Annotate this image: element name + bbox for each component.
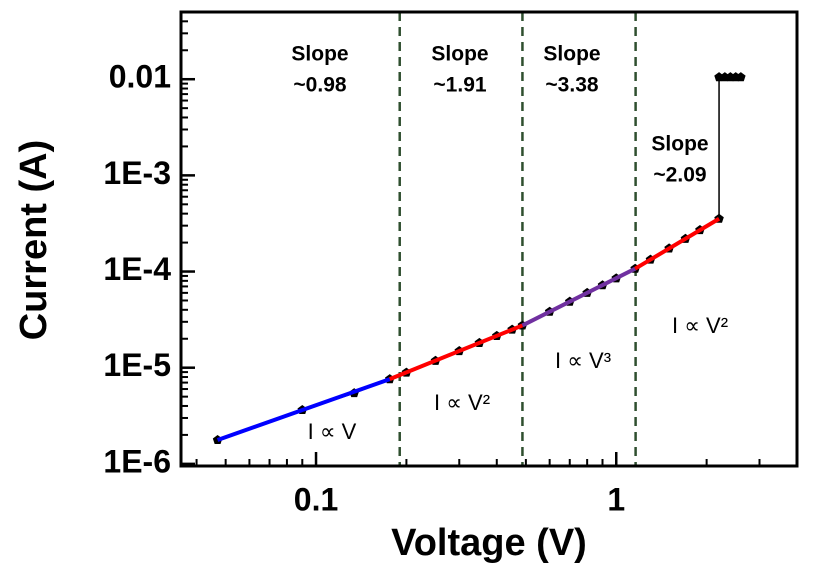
fit-line [521,266,637,328]
slope-label: ~3.38 [545,74,598,97]
y-tick-label: 1E-6 [103,443,171,479]
slope-label: ~0.98 [293,74,346,97]
plot-frame [179,10,799,468]
region-label: I ∝ V² [672,313,728,338]
slope-label: Slope [291,43,348,66]
region-label: I ∝ V² [434,390,490,415]
y-tick-label: 1E-3 [103,155,171,191]
data-point [736,72,746,82]
y-tick-label: 1E-5 [103,347,171,383]
x-tick-label: 0.1 [294,481,338,517]
slope-label: Slope [543,43,600,66]
slope-label: ~2.09 [653,164,706,187]
x-tick-label: 1 [607,481,625,517]
y-tick-label: 1E-4 [103,251,171,287]
fit-line [216,377,391,442]
fit-line [634,217,721,271]
slope-label: Slope [431,43,488,66]
y-axis-title: Current (A) [13,140,55,341]
slope-label: ~1.91 [433,74,486,97]
region-label: I ∝ V³ [555,348,611,373]
y-tick-label: 0.01 [109,59,171,95]
slope-label: Slope [651,133,708,156]
x-axis-title: Voltage (V) [391,522,587,564]
region-label: I ∝ V [308,419,357,444]
fit-line [388,323,524,382]
